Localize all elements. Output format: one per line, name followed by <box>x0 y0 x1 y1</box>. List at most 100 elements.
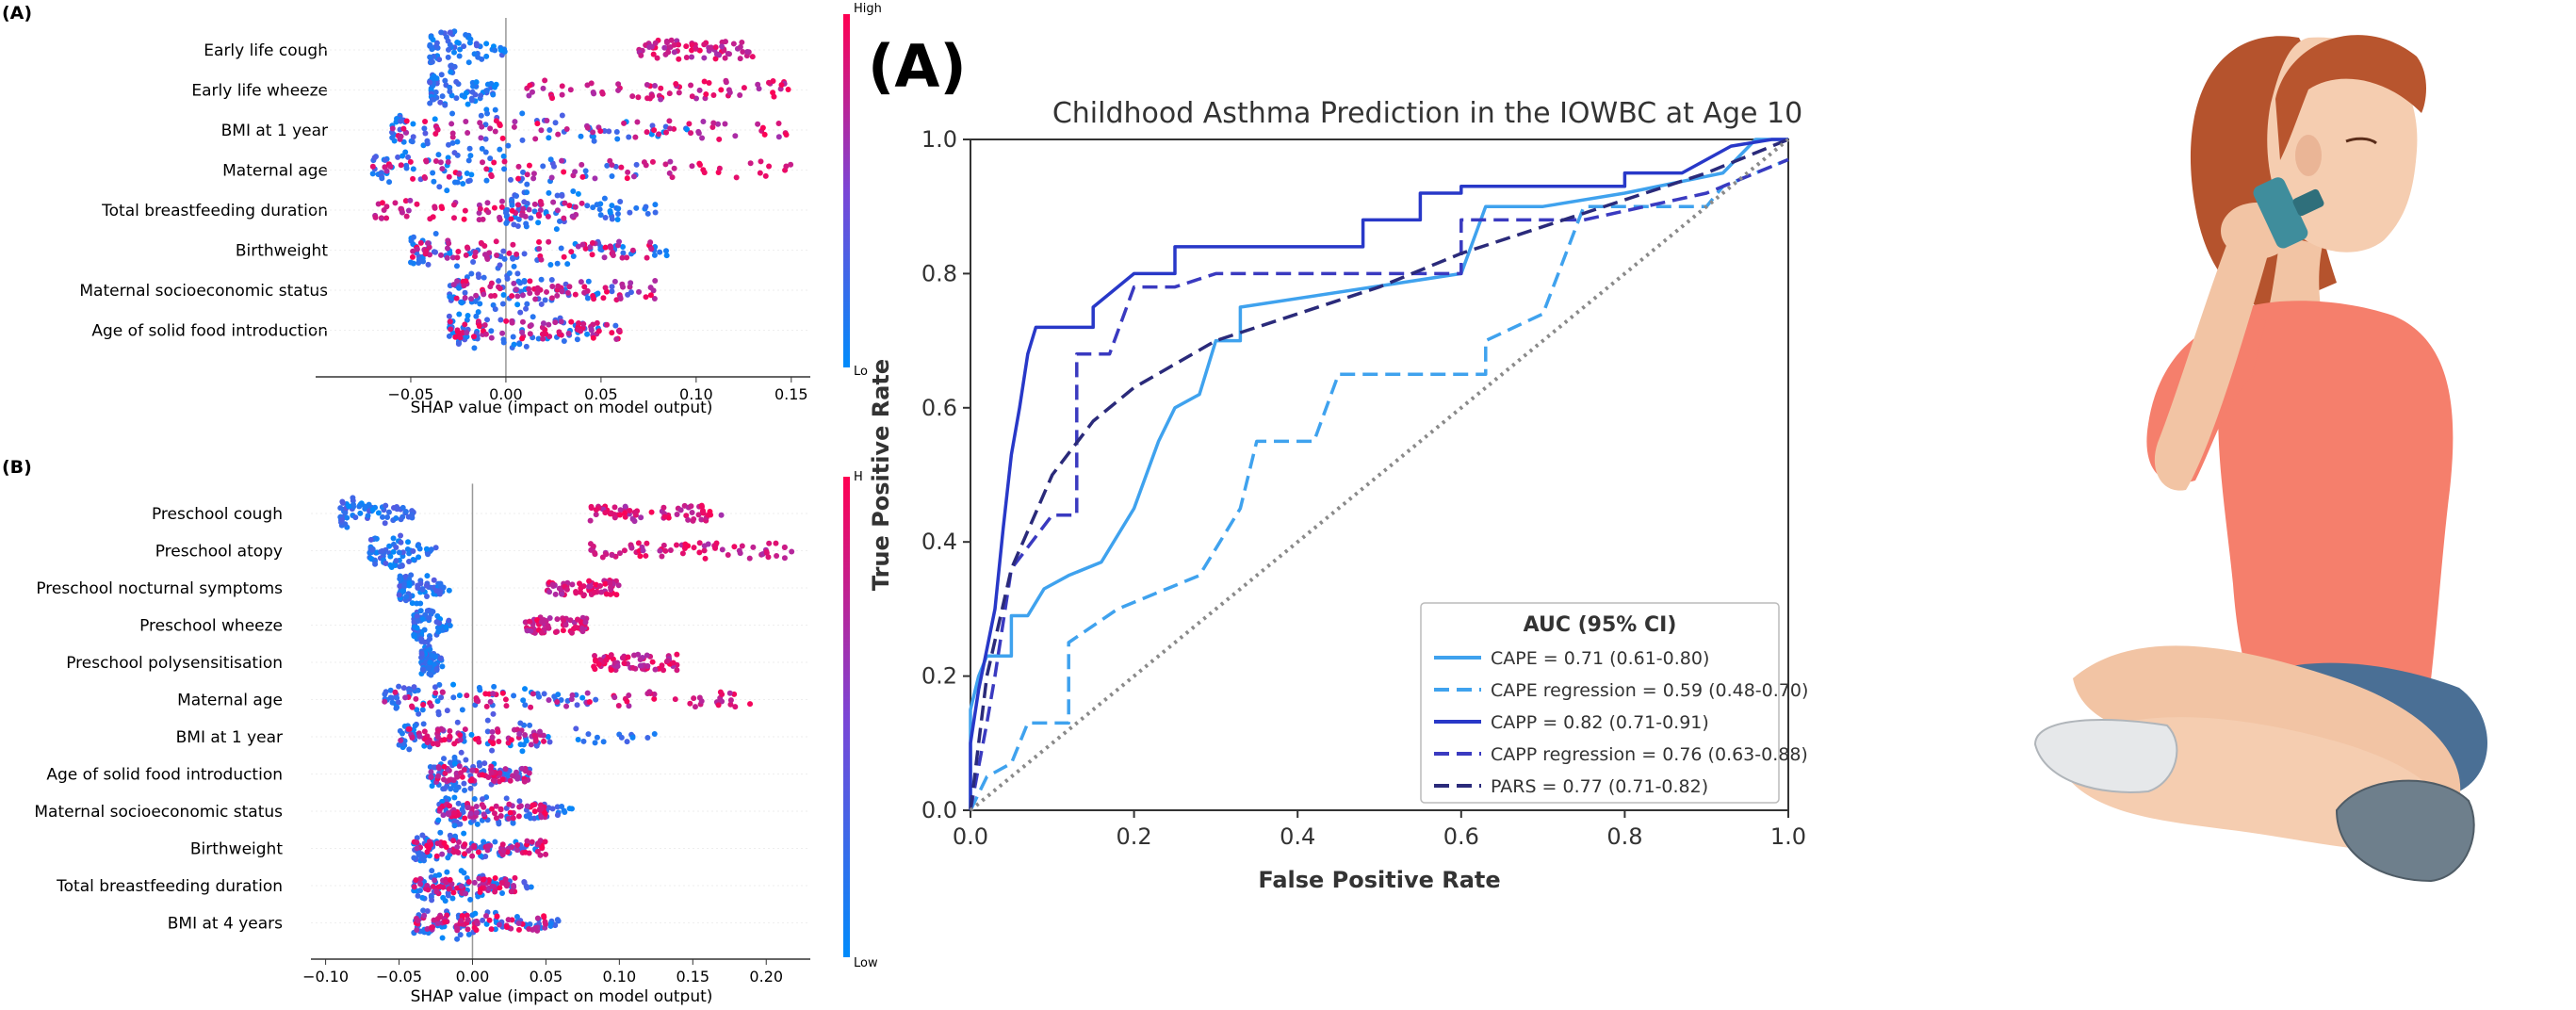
shap-point <box>683 55 690 61</box>
shap-point <box>424 926 431 933</box>
shap-point <box>499 776 506 783</box>
shap-point <box>593 696 599 703</box>
shap-point <box>414 835 420 841</box>
shap-point <box>387 163 394 170</box>
shap-point <box>651 295 658 301</box>
shap-point <box>415 585 421 592</box>
shap-point <box>492 47 498 54</box>
inhaler-mouthpiece <box>2292 188 2324 217</box>
shap-point <box>588 80 595 87</box>
shap-point <box>667 125 674 132</box>
shap-point <box>608 652 614 659</box>
shap-point <box>435 884 442 890</box>
shap-point <box>455 839 462 845</box>
shap-point <box>483 166 490 172</box>
shap-point <box>471 879 478 886</box>
shap-point <box>462 295 468 301</box>
shap-point <box>487 698 494 705</box>
shap-point <box>485 209 492 216</box>
shap-point <box>614 136 621 142</box>
shap-point <box>663 129 670 136</box>
shap-point <box>367 555 374 562</box>
roc-y-tick-label: 1.0 <box>921 126 957 153</box>
shap-point <box>488 280 495 286</box>
shap-point <box>621 120 628 126</box>
shap-point <box>410 166 416 172</box>
shap-point <box>444 187 450 194</box>
roc-plot-frame <box>970 138 1789 811</box>
shap-point <box>550 199 557 205</box>
shap-point <box>423 594 430 600</box>
shap-point <box>448 786 454 792</box>
shap-point <box>462 207 468 214</box>
feature-label: BMI at 1 year <box>221 122 328 140</box>
shap-point <box>530 171 537 177</box>
shap-point <box>626 134 632 140</box>
shap-point <box>638 52 644 58</box>
shap-point <box>528 627 534 634</box>
shap-point <box>527 331 533 337</box>
x-tick-label: 0.00 <box>489 385 523 403</box>
shap-point <box>416 710 422 717</box>
shap-point <box>514 301 521 308</box>
shap-point <box>480 159 486 166</box>
shap-point <box>509 318 515 324</box>
shap-point <box>468 171 475 178</box>
shap-point <box>611 278 618 285</box>
shap-point <box>529 89 535 95</box>
shap-point <box>467 785 474 791</box>
shap-point <box>409 138 416 145</box>
shap-point <box>594 202 600 208</box>
left-shoe <box>2033 719 2178 793</box>
shap-point <box>554 192 561 199</box>
shap-point <box>506 250 513 256</box>
shap-point <box>403 213 410 220</box>
shap-point <box>419 894 426 901</box>
feature-label: Age of solid food introduction <box>46 766 283 785</box>
shap-point <box>456 763 463 770</box>
shap-point <box>757 170 763 176</box>
shap-point <box>445 892 451 899</box>
shap-point <box>478 239 484 246</box>
shap-point <box>459 707 465 713</box>
shap-point <box>554 207 561 214</box>
shap-point <box>635 94 642 101</box>
shap-point <box>543 851 549 857</box>
shap-point <box>400 685 407 692</box>
shap-point <box>715 702 722 709</box>
shap-point <box>611 504 618 511</box>
shap-point <box>484 843 491 850</box>
shap-point <box>434 840 441 847</box>
shap-point <box>451 760 458 767</box>
shap-point <box>652 83 659 90</box>
child-using-inhaler-illustration <box>2033 35 2487 883</box>
shap-point <box>567 87 574 93</box>
shap-point <box>473 918 480 924</box>
shap-point <box>491 683 497 690</box>
shap-point <box>454 254 461 261</box>
shap-point <box>430 170 436 176</box>
colorbar-low-label-a: Lo <box>854 365 868 379</box>
shap-point <box>522 732 529 739</box>
shap-point <box>627 209 633 216</box>
shap-point <box>536 238 543 245</box>
shap-point <box>437 582 444 589</box>
shap-point <box>522 702 529 709</box>
shap-point <box>588 546 595 553</box>
shap-point <box>563 703 570 709</box>
shap-point <box>489 747 496 754</box>
shap-point <box>500 847 507 854</box>
shap-point <box>468 270 475 277</box>
shap-point <box>661 513 668 520</box>
shap-point <box>703 91 709 98</box>
shap-point <box>398 532 404 539</box>
shap-point <box>552 922 559 929</box>
shap-point <box>652 209 659 216</box>
shap-point <box>392 200 399 206</box>
shap-point <box>624 254 630 261</box>
shap-point <box>638 514 644 521</box>
shap-point <box>621 547 628 554</box>
shap-point <box>408 572 415 578</box>
shap-point <box>342 510 349 516</box>
shap-point <box>372 214 379 220</box>
